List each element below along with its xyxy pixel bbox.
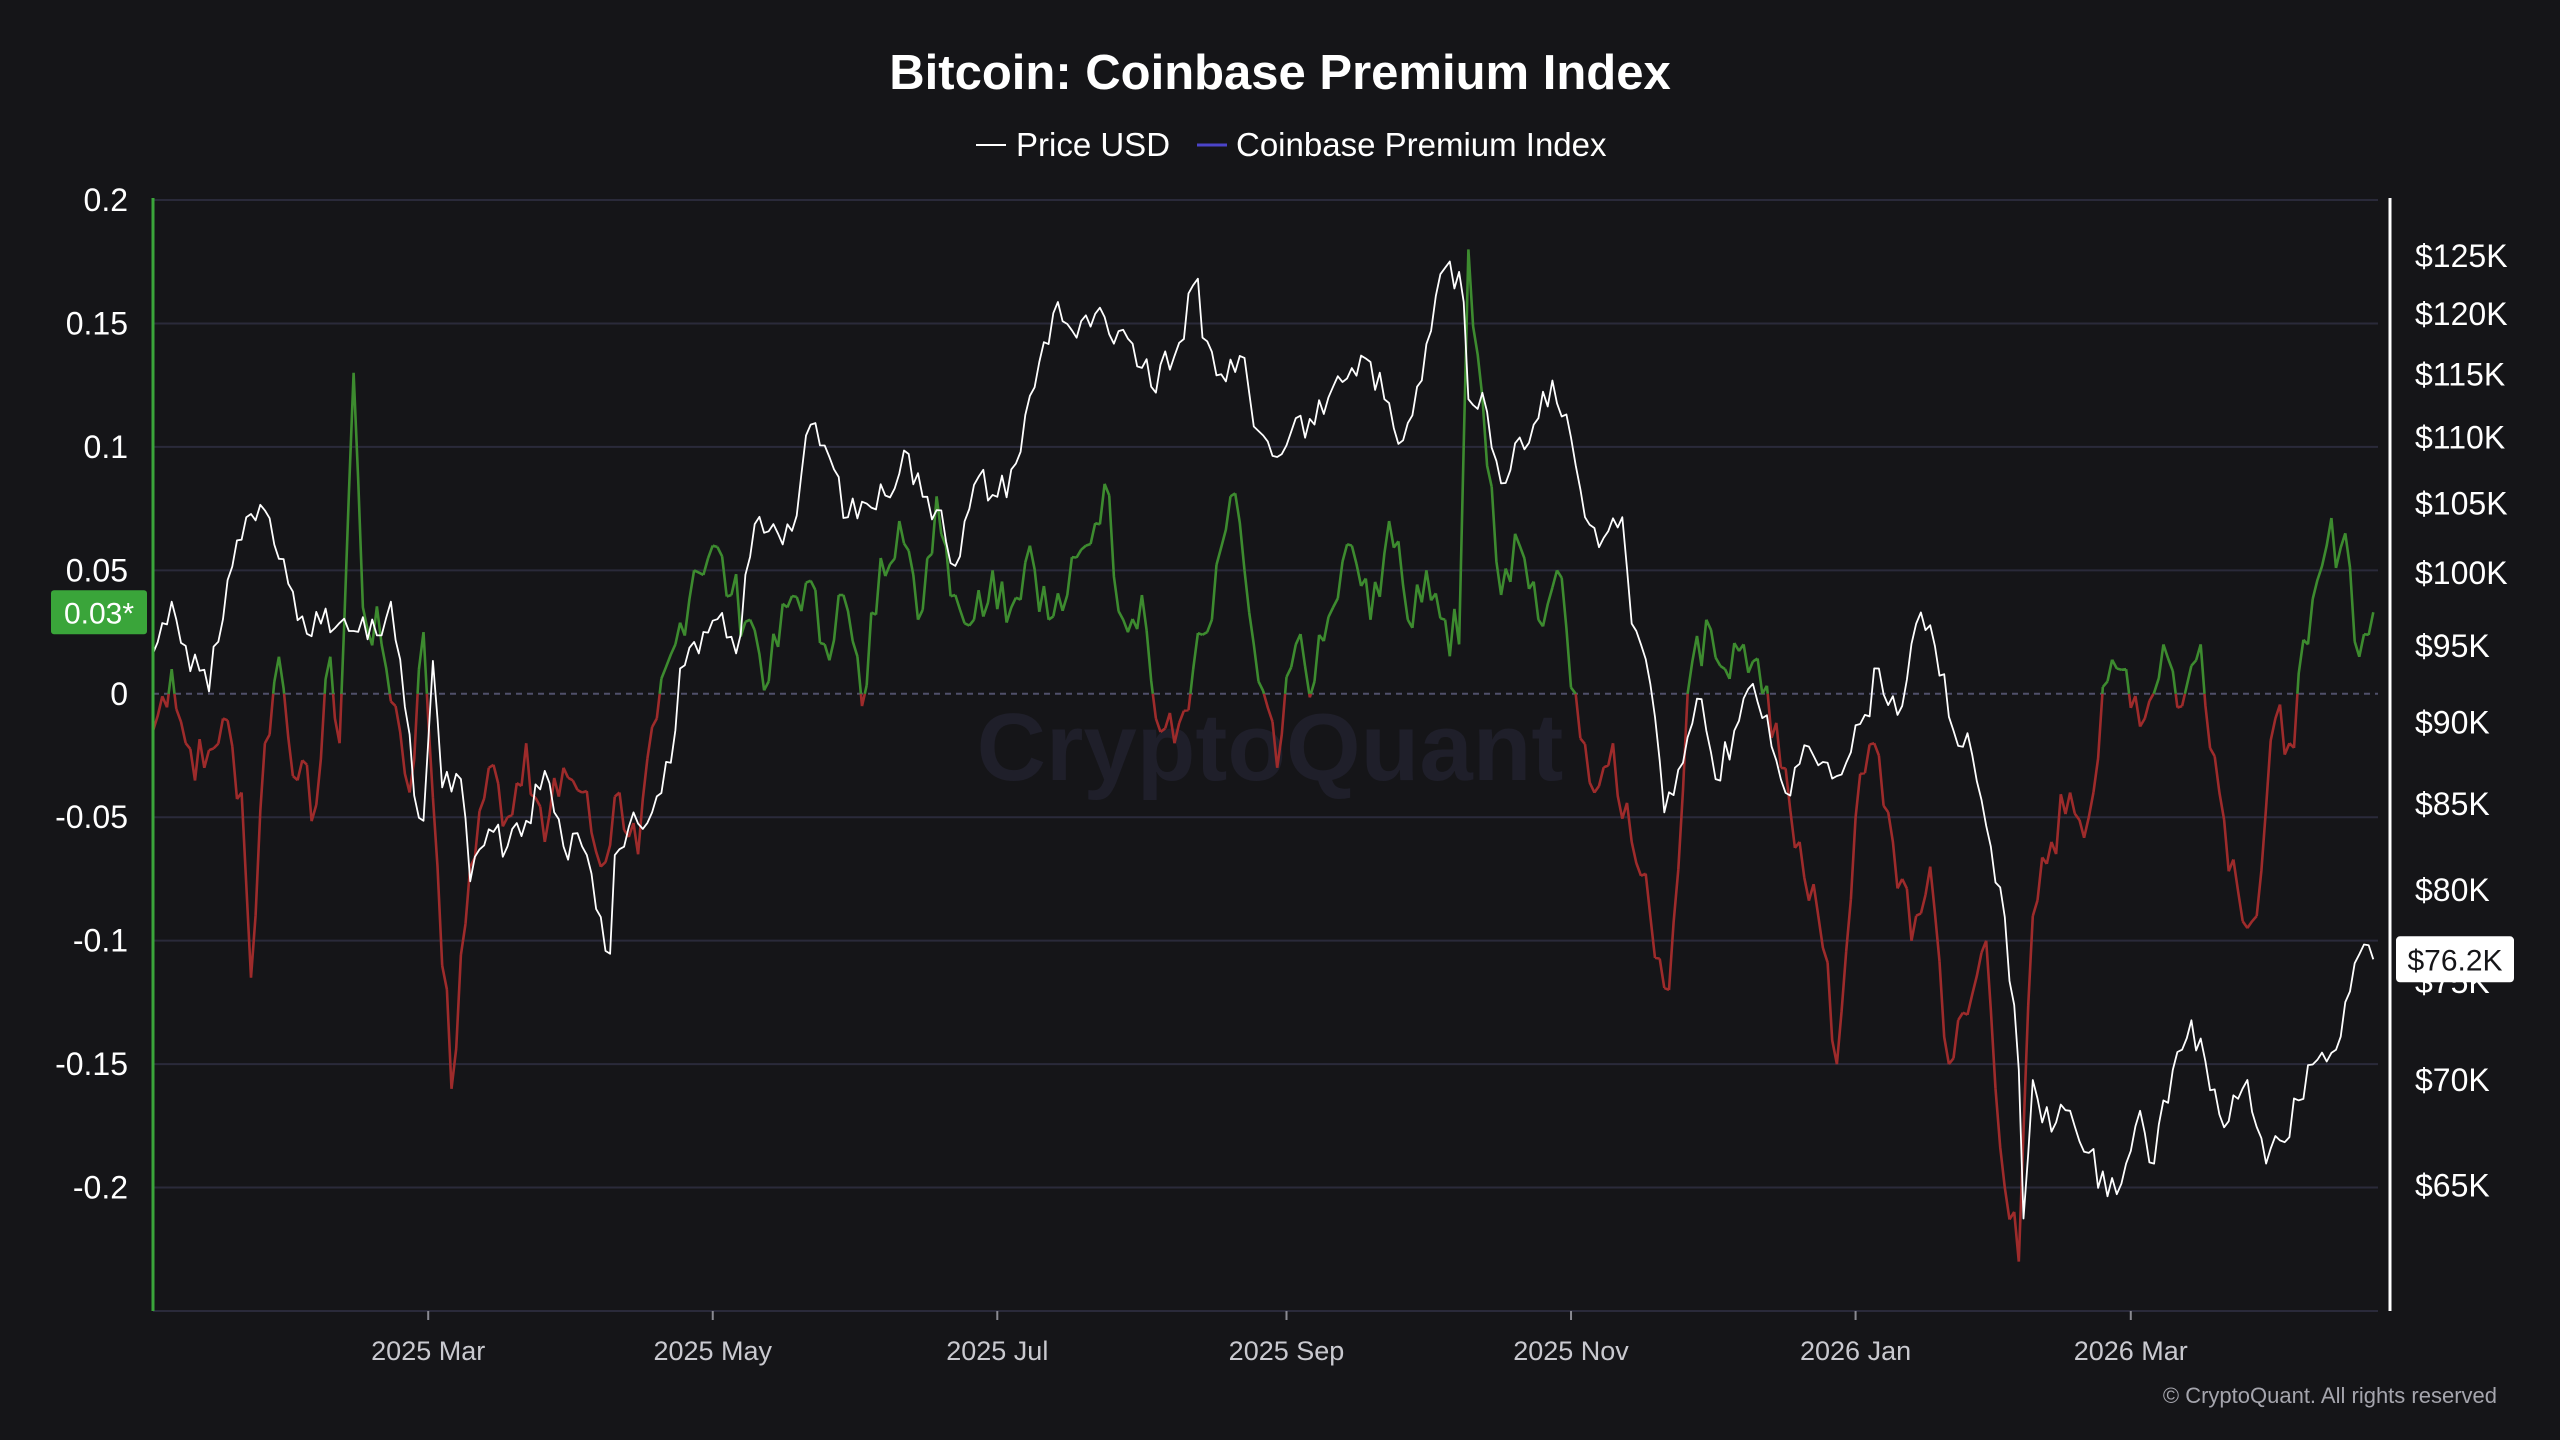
right-tick-label: $85K [2415,786,2490,822]
right-tick-label: $125K [2415,238,2508,274]
left-axis-ticks: 0.2 0.15 0.1 0.05 0 -0.05 -0.1 -0.15 -0.2 [55,182,128,1206]
right-tick-label: $90K [2415,705,2490,741]
right-tick-label: $100K [2415,555,2508,591]
right-tick-label: $95K [2415,628,2490,664]
premium-value-badge: 0.03* [51,590,147,635]
legend-premium-label[interactable]: Coinbase Premium Index [1236,126,1607,163]
price-badge-background [2396,936,2514,983]
legend-price-label[interactable]: Price USD [1016,126,1170,163]
left-tick-label: -0.1 [73,923,128,959]
left-tick-label: -0.05 [55,799,128,835]
x-tick-label: 2025 Mar [371,1336,485,1366]
chart-title: Bitcoin: Coinbase Premium Index [889,46,1670,100]
right-tick-label: $115K [2415,356,2505,392]
x-tick-label: 2025 Jul [946,1336,1048,1366]
right-tick-label: $70K [2415,1062,2490,1098]
axes-layer [151,198,2392,1311]
left-tick-label: 0.2 [84,182,128,218]
x-tick-label: 2026 Jan [1800,1336,1911,1366]
right-tick-label: $120K [2415,296,2508,332]
right-tick-label: $105K [2415,486,2508,522]
premium-series [151,249,2375,1262]
right-tick-label: $80K [2415,872,2490,908]
price-line [152,260,2375,1220]
price-value-badge: $76.2K [2396,936,2514,983]
right-tick-label: $65K [2415,1167,2490,1203]
left-tick-label: -0.2 [73,1170,128,1206]
premium-negative-line [151,693,2299,1262]
premium-positive-line [167,249,2375,695]
premium-badge-label: 0.03* [64,597,134,630]
price-series [152,260,2375,1220]
x-tick-label: 2026 Mar [2074,1336,2188,1366]
copyright: © CryptoQuant. All rights reserved [2163,1383,2497,1408]
watermark: CryptoQuant [977,694,1564,801]
left-tick-label: 0.15 [66,305,128,341]
left-tick-label: 0.05 [66,552,128,588]
premium-badge-background [51,590,147,635]
right-tick-label: $110K [2415,419,2505,455]
x-tick-label: 2025 May [653,1336,772,1366]
price-badge-label: $76.2K [2407,944,2502,977]
x-tick-label: 2025 Sep [1229,1336,1345,1366]
x-axis-ticks: 2025 Mar 2025 May 2025 Jul 2025 Sep 2025 Nov… [371,1311,2188,1366]
left-tick-label: -0.15 [55,1046,128,1082]
x-tick-label: 2025 Nov [1513,1336,1629,1366]
legend[interactable]: Price USD Coinbase Premium Index [976,126,1607,163]
left-tick-label: 0 [110,676,128,712]
left-tick-label: 0.1 [84,429,128,465]
